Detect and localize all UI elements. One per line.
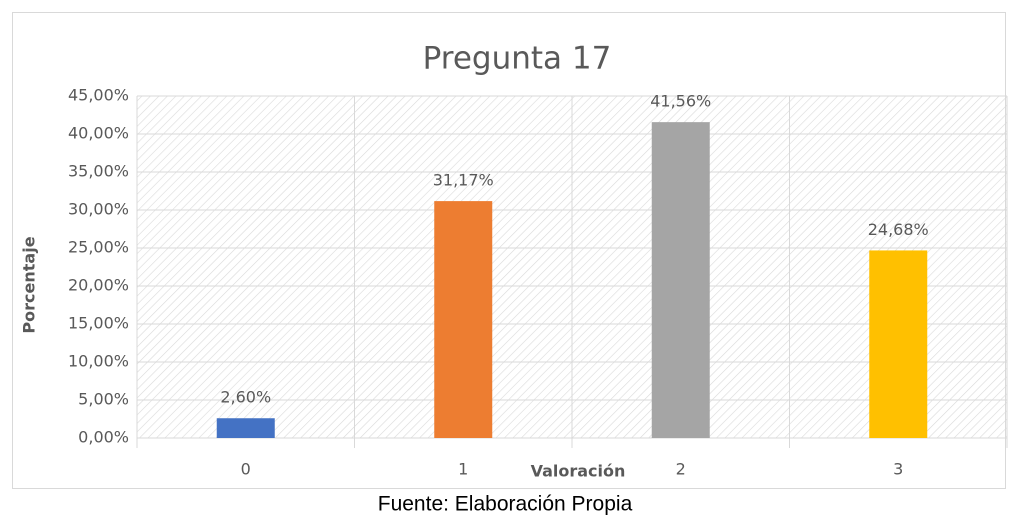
x-tick-label: 2 bbox=[676, 460, 686, 479]
y-axis-label: Porcentaje bbox=[20, 236, 39, 333]
y-tick-label: 15,00% bbox=[68, 314, 129, 333]
y-tick-label: 0,00% bbox=[78, 428, 129, 447]
y-tick-label: 30,00% bbox=[68, 200, 129, 219]
x-axis-label: Valoración bbox=[531, 462, 626, 481]
y-tick-label: 35,00% bbox=[68, 162, 129, 181]
data-label: 24,68% bbox=[868, 220, 929, 239]
chart-title: Pregunta 17 bbox=[423, 41, 612, 77]
x-tick-label: 3 bbox=[893, 460, 903, 479]
y-tick-label: 40,00% bbox=[68, 124, 129, 143]
bar bbox=[651, 122, 710, 439]
data-label: 2,60% bbox=[220, 388, 271, 407]
y-tick-label: 25,00% bbox=[68, 238, 129, 257]
data-label: 31,17% bbox=[433, 171, 494, 190]
x-tick-label: 1 bbox=[458, 460, 468, 479]
y-tick-label: 20,00% bbox=[68, 276, 129, 295]
y-tick-label: 45,00% bbox=[68, 86, 129, 105]
bar bbox=[869, 250, 928, 438]
y-tick-label: 10,00% bbox=[68, 352, 129, 371]
source-caption: Fuente: Elaboración Propia bbox=[378, 493, 633, 516]
y-tick-label: 5,00% bbox=[78, 390, 129, 409]
bar bbox=[434, 201, 493, 438]
data-label: 41,56% bbox=[650, 92, 711, 111]
bar bbox=[216, 418, 275, 438]
x-tick-label: 0 bbox=[241, 460, 251, 479]
